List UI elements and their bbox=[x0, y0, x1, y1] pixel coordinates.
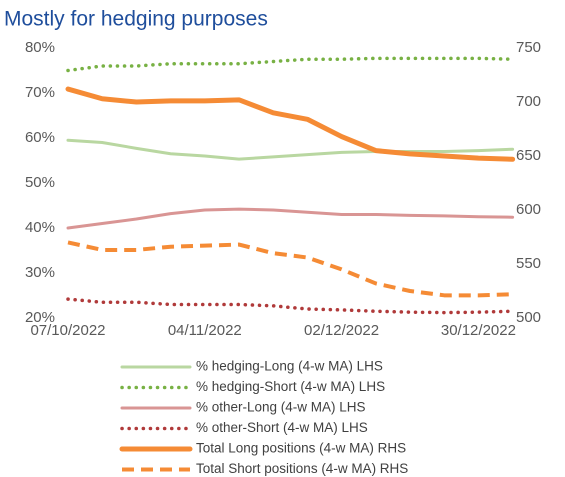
series-line bbox=[66, 138, 515, 161]
y-tick-label: 70% bbox=[25, 84, 55, 101]
y-tick-label: 40% bbox=[25, 219, 55, 236]
y-tick-label: 30% bbox=[25, 264, 55, 281]
y2-tick-label: 500 bbox=[516, 309, 541, 326]
legend-label: % other-Short (4-w MA) LHS bbox=[196, 420, 368, 435]
y2-tick-label: 650 bbox=[516, 147, 541, 164]
legend-label: Total Short positions (4-w MA) RHS bbox=[196, 461, 408, 476]
y2-tick-label: 700 bbox=[516, 93, 541, 110]
y2-tick-label: 550 bbox=[516, 255, 541, 272]
y-tick-label: 20% bbox=[25, 309, 55, 326]
series-line bbox=[66, 56, 515, 73]
legend-label: Total Long positions (4-w MA) RHS bbox=[196, 441, 406, 456]
legend-label: % hedging-Short (4-w MA) LHS bbox=[196, 379, 385, 394]
y-tick-label: 60% bbox=[25, 129, 55, 146]
series-line bbox=[66, 297, 515, 315]
chart-title: Mostly for hedging purposes bbox=[4, 8, 268, 31]
legend-label: % other-Long (4-w MA) LHS bbox=[196, 400, 366, 415]
legend-label: % hedging-Long (4-w MA) LHS bbox=[196, 359, 383, 374]
x-tick-label: 04/11/2022 bbox=[168, 322, 242, 339]
x-tick-label: 07/10/2022 bbox=[30, 322, 105, 339]
x-tick-label: 30/12/2022 bbox=[441, 322, 516, 339]
x-tick-label: 02/12/2022 bbox=[304, 322, 379, 339]
series-line bbox=[65, 86, 516, 162]
series-line bbox=[66, 207, 515, 230]
series-line bbox=[67, 240, 513, 298]
y2-tick-label: 600 bbox=[516, 201, 541, 218]
y2-tick-label: 750 bbox=[516, 39, 541, 56]
y-tick-label: 80% bbox=[25, 39, 55, 56]
y-tick-label: 50% bbox=[25, 174, 55, 191]
